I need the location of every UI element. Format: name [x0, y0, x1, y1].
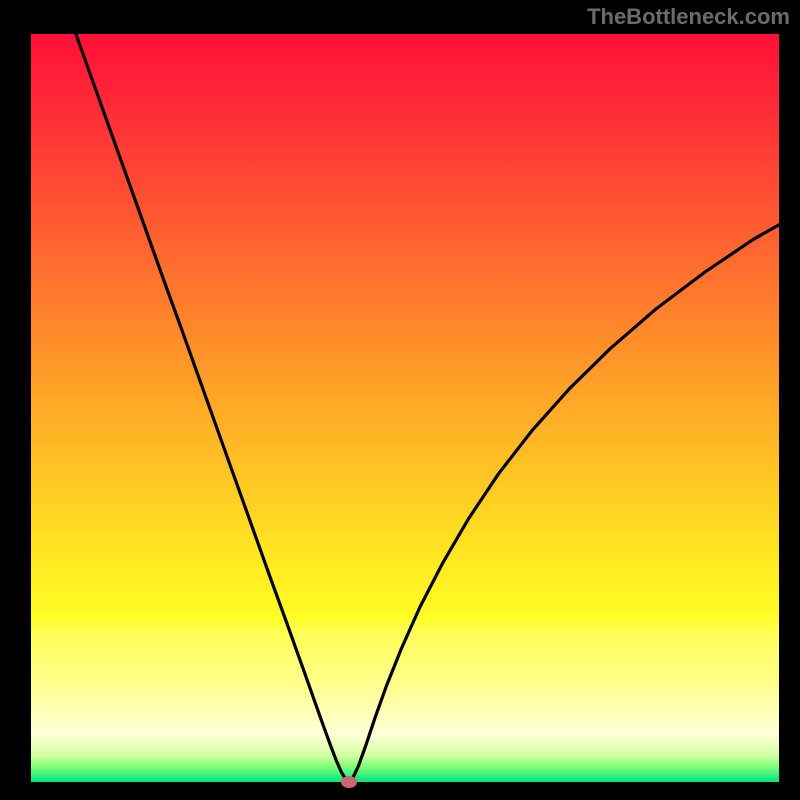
gradient-background — [31, 34, 779, 782]
watermark-text: TheBottleneck.com — [587, 4, 790, 30]
plot-svg — [31, 34, 779, 782]
plot-area — [31, 34, 779, 782]
chart-container: TheBottleneck.com — [0, 0, 800, 800]
optimum-marker — [341, 776, 357, 788]
